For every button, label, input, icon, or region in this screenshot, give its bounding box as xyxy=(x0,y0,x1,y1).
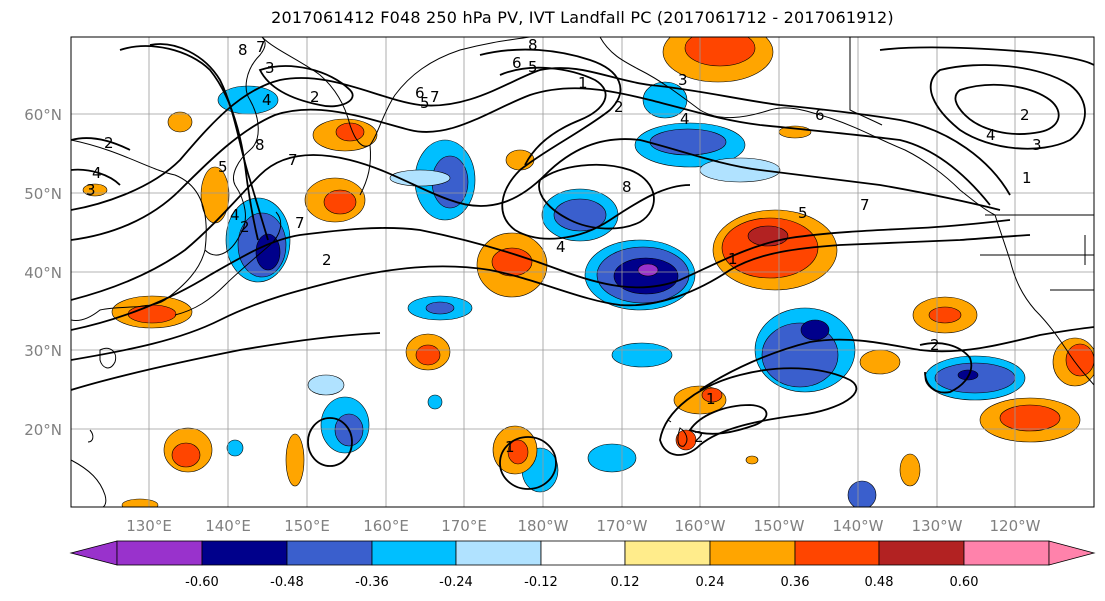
contour-label: 3 xyxy=(265,59,275,77)
colorbar-tick: -0.12 xyxy=(524,575,558,590)
colorbar xyxy=(69,540,1096,566)
latitude-labels: 60°N 50°N 40°N 30°N 20°N xyxy=(24,106,62,439)
contour-label: 4 xyxy=(556,238,566,256)
colorbar-tick: -0.60 xyxy=(185,575,219,590)
negative-shading xyxy=(217,81,1026,507)
colorbar-tick: -0.48 xyxy=(270,575,304,590)
pv-contours xyxy=(71,43,1094,490)
lon-label: 130°E xyxy=(126,517,172,535)
contour-label: 3 xyxy=(1032,136,1042,154)
contour-label: 5 xyxy=(798,204,808,222)
contour-label: 2 xyxy=(1020,106,1030,124)
contour-label: 1 xyxy=(706,390,716,408)
colorbar-segment xyxy=(624,540,711,566)
contour-label: 4 xyxy=(230,206,240,224)
colorbar-segment xyxy=(963,540,1050,566)
colorbar-segment xyxy=(709,540,796,566)
colorbar-segment xyxy=(371,540,457,566)
contour-label: 7 xyxy=(430,88,440,106)
contour-label: 5 xyxy=(218,158,228,176)
contour-label: 2 xyxy=(240,218,250,236)
contour-label: 4 xyxy=(680,110,690,128)
lon-label: 160°E xyxy=(363,517,409,535)
lon-label: 120°W xyxy=(990,517,1041,535)
colorbar-segment xyxy=(794,540,880,566)
contour-label: 6 xyxy=(512,54,522,72)
lon-label: 140°E xyxy=(205,517,251,535)
contour-label: 7 xyxy=(860,196,870,214)
colorbar-segment xyxy=(116,540,203,566)
colorbar-tick: 0.48 xyxy=(865,575,894,590)
colorbar-tick: 0.24 xyxy=(696,575,725,590)
contour-label: 2 xyxy=(322,251,332,269)
colorbar-segment xyxy=(286,540,373,566)
coastlines xyxy=(71,37,1094,507)
contour-label: 7 xyxy=(256,38,266,56)
lon-label: 140°W xyxy=(833,517,884,535)
colorbar-segment xyxy=(201,540,288,566)
lon-label: 150°E xyxy=(284,517,330,535)
colorbar-tick: 0.12 xyxy=(611,575,640,590)
map-title: 2017061412 F048 250 hPa PV, IVT Landfall… xyxy=(271,8,894,27)
colorbar-tick: -0.36 xyxy=(355,575,389,590)
colorbar-segment xyxy=(69,540,118,566)
colorbar-tick: 0.60 xyxy=(950,575,979,590)
colorbar-segment xyxy=(540,540,626,566)
contour-label: 4 xyxy=(986,126,996,144)
contour-label: 2 xyxy=(614,98,624,116)
contour-label: 6 xyxy=(415,84,425,102)
contour-label: 2 xyxy=(104,134,114,152)
lon-label: 180°W xyxy=(518,517,569,535)
contour-labels: 8 7 3 2 4 2 8 7 5 4 3 2 7 4 2 6 5 7 8 6 … xyxy=(86,36,1042,456)
lon-label: 150°W xyxy=(754,517,805,535)
contour-label: 5 xyxy=(420,94,430,112)
lon-label: 160°W xyxy=(675,517,726,535)
contour-label: 1 xyxy=(728,250,738,268)
contour-label: 3 xyxy=(86,181,96,199)
contour-label: 7 xyxy=(288,151,298,169)
contour-label: 7 xyxy=(295,214,305,232)
lon-label: 170°E xyxy=(441,517,487,535)
colorbar-segment xyxy=(878,540,965,566)
colorbar-ticks: -0.60 -0.48 -0.36 -0.24 -0.12 0.12 0.24 … xyxy=(185,575,978,590)
contour-label: 2 xyxy=(930,336,940,354)
contour-label: 8 xyxy=(255,136,265,154)
lat-label: 50°N xyxy=(24,185,62,203)
colorbar-tick: 0.36 xyxy=(781,575,810,590)
contour-label: 5 xyxy=(528,58,538,76)
lat-label: 30°N xyxy=(24,342,62,360)
contour-label: 1 xyxy=(505,438,515,456)
positive-shading xyxy=(82,37,1094,507)
lon-label: 170°W xyxy=(597,517,648,535)
colorbar-tick: -0.24 xyxy=(439,575,473,590)
contour-label: 1 xyxy=(578,74,588,92)
contour-label: 4 xyxy=(92,164,102,182)
contour-label: 2 xyxy=(310,88,320,106)
map-frame xyxy=(70,36,1095,508)
contour-label: 8 xyxy=(238,41,248,59)
colorbar-segment xyxy=(455,540,542,566)
colorbar-segment xyxy=(1048,540,1096,566)
lat-label: 20°N xyxy=(24,421,62,439)
longitude-labels: 130°E 140°E 150°E 160°E 170°E 180°W 170°… xyxy=(126,517,1040,535)
contour-label: 2 xyxy=(694,428,704,446)
contour-label: 8 xyxy=(528,36,538,54)
lon-label: 130°W xyxy=(912,517,963,535)
lat-label: 60°N xyxy=(24,106,62,124)
contour-label: 4 xyxy=(262,91,272,109)
contour-label: 1 xyxy=(1022,169,1032,187)
lat-label: 40°N xyxy=(24,264,62,282)
contour-label: 8 xyxy=(622,178,632,196)
contour-label: 3 xyxy=(678,71,688,89)
contour-label: 6 xyxy=(815,106,825,124)
shading-layer xyxy=(82,37,1094,507)
